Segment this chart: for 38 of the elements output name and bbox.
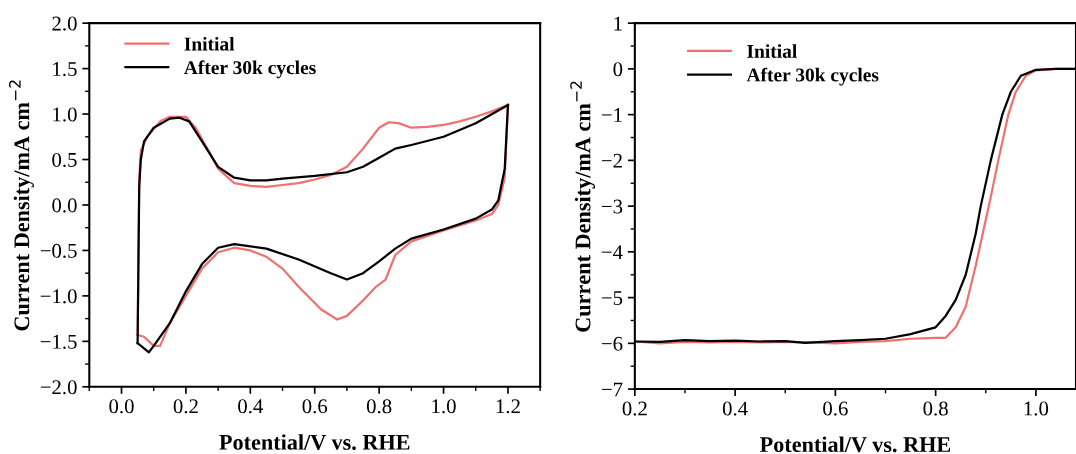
y-tick-label: −6 [601, 336, 623, 351]
y-tick-label: 2.0 [52, 16, 77, 31]
y-tick-label: −1.5 [40, 334, 77, 349]
legend-label: After 30k cycles [746, 67, 879, 86]
x-tick-label: 1.2 [496, 399, 520, 414]
y-tick-label: −5 [601, 291, 623, 306]
x-tick-label: 0.4 [722, 401, 748, 416]
x-tick-label: 0.8 [366, 399, 392, 414]
x-tick-label: 0.8 [923, 401, 948, 416]
x-tick-label: 0.0 [109, 399, 134, 414]
y-axis-title: Current Density/mA cm$^{−2}$ [9, 80, 34, 331]
y-tick-label: 1.0 [53, 107, 77, 122]
y-tick-label: −0.5 [40, 243, 77, 258]
y-tick-label: −2.0 [40, 380, 77, 395]
y-tick-label: 1 [614, 16, 622, 31]
x-tick-label: 0.4 [238, 399, 264, 414]
legend-label: After 30k cycles [183, 60, 316, 79]
y-tick-label: 1.5 [53, 62, 77, 77]
y-tick-label: 0 [613, 62, 623, 77]
y-tick-label: −2 [601, 153, 622, 168]
x-axis-title: Potential/V vs. RHE [760, 436, 951, 453]
legend-label: Initial [184, 36, 235, 51]
y-tick-label: −7 [601, 382, 623, 397]
x-tick-label: 1.0 [432, 399, 456, 414]
y-tick-label: 0.0 [52, 198, 77, 213]
y-axis-title: Current Density/mA cm$^{−2}$ [570, 81, 596, 332]
x-tick-label: 0.2 [622, 401, 647, 416]
x-tick-label: 0.6 [823, 401, 848, 416]
y-tick-label: −1.0 [40, 289, 77, 304]
y-tick-label: 0.5 [52, 152, 77, 168]
x-tick-label: 0.2 [173, 399, 198, 414]
legend-label: Initial [747, 44, 797, 58]
x-axis-title: Potential/V vs. RHE [219, 434, 410, 450]
y-tick-label: −4 [601, 245, 623, 260]
y-tick-label: −1 [601, 108, 622, 122]
y-tick-label: −3 [601, 199, 623, 214]
x-tick-label: 1.0 [1024, 401, 1049, 416]
x-tick-label: 0.6 [302, 399, 328, 414]
